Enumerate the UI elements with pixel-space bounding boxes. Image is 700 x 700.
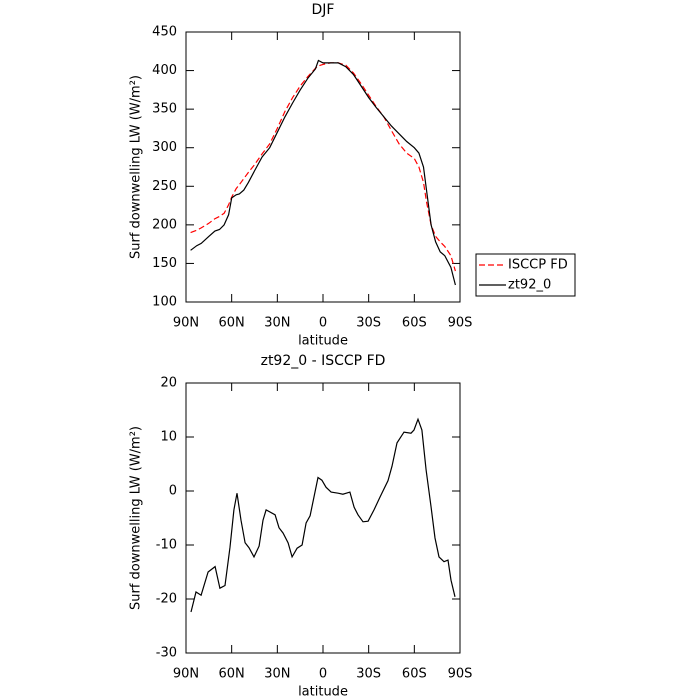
y-tick-label: -10 (156, 538, 177, 553)
x-tick-label: 0 (319, 316, 327, 331)
panel: DJF latitude Surf downwelling LW (W/m²) 90N… (129, 2, 576, 349)
x-tick-label: 30N (264, 316, 290, 331)
x-tick-label: 60N (219, 316, 245, 331)
x-tick-label: 90N (173, 316, 199, 331)
x-tick-label: 0 (319, 667, 327, 682)
x-tick-label: 30S (356, 316, 381, 331)
y-tick-label: 450 (152, 25, 177, 40)
data-line (190, 417, 456, 613)
chart-title: zt92_0 - ISCCP FD (261, 353, 386, 369)
x-tick-label: 90S (448, 667, 473, 682)
y-tick-label: 200 (152, 217, 177, 232)
x-axis-label: latitude (298, 685, 348, 700)
data-line (190, 59, 456, 286)
x-axis-label: latitude (298, 334, 348, 349)
plot-frame (185, 31, 461, 303)
x-tick-label: 90N (173, 667, 199, 682)
y-tick-label: -20 (156, 592, 177, 607)
y-tick-label: 20 (160, 376, 177, 391)
x-tick-label: 60N (219, 667, 245, 682)
x-tick-label: 30S (356, 667, 381, 682)
y-tick-label: 350 (152, 102, 177, 117)
y-tick-label: 150 (152, 256, 177, 271)
y-tick-label: 0 (169, 484, 177, 499)
data-line (190, 62, 456, 272)
chart-title: DJF (312, 2, 335, 18)
y-tick-label: 100 (152, 295, 177, 310)
legend-frame (475, 253, 576, 297)
y-axis-label: Surf downwelling LW (W/m²) (129, 75, 144, 259)
x-tick-label: 60S (402, 316, 427, 331)
panel: zt92_0 - ISCCP FD latitude Surf downwellin… (129, 353, 473, 700)
plot-frame (185, 382, 461, 654)
x-tick-label: 90S (448, 316, 473, 331)
x-tick-label: 30N (264, 667, 290, 682)
legend-label: zt92_0 (508, 278, 551, 293)
x-tick-label: 60S (402, 667, 427, 682)
y-axis-label: Surf downwelling LW (W/m²) (129, 426, 144, 610)
y-tick-label: 10 (160, 430, 177, 445)
y-tick-label: 400 (152, 63, 177, 78)
legend-label: ISCCP FD (508, 258, 568, 273)
y-tick-label: 250 (152, 179, 177, 194)
y-tick-label: -30 (156, 646, 177, 661)
y-tick-label: 300 (152, 140, 177, 155)
